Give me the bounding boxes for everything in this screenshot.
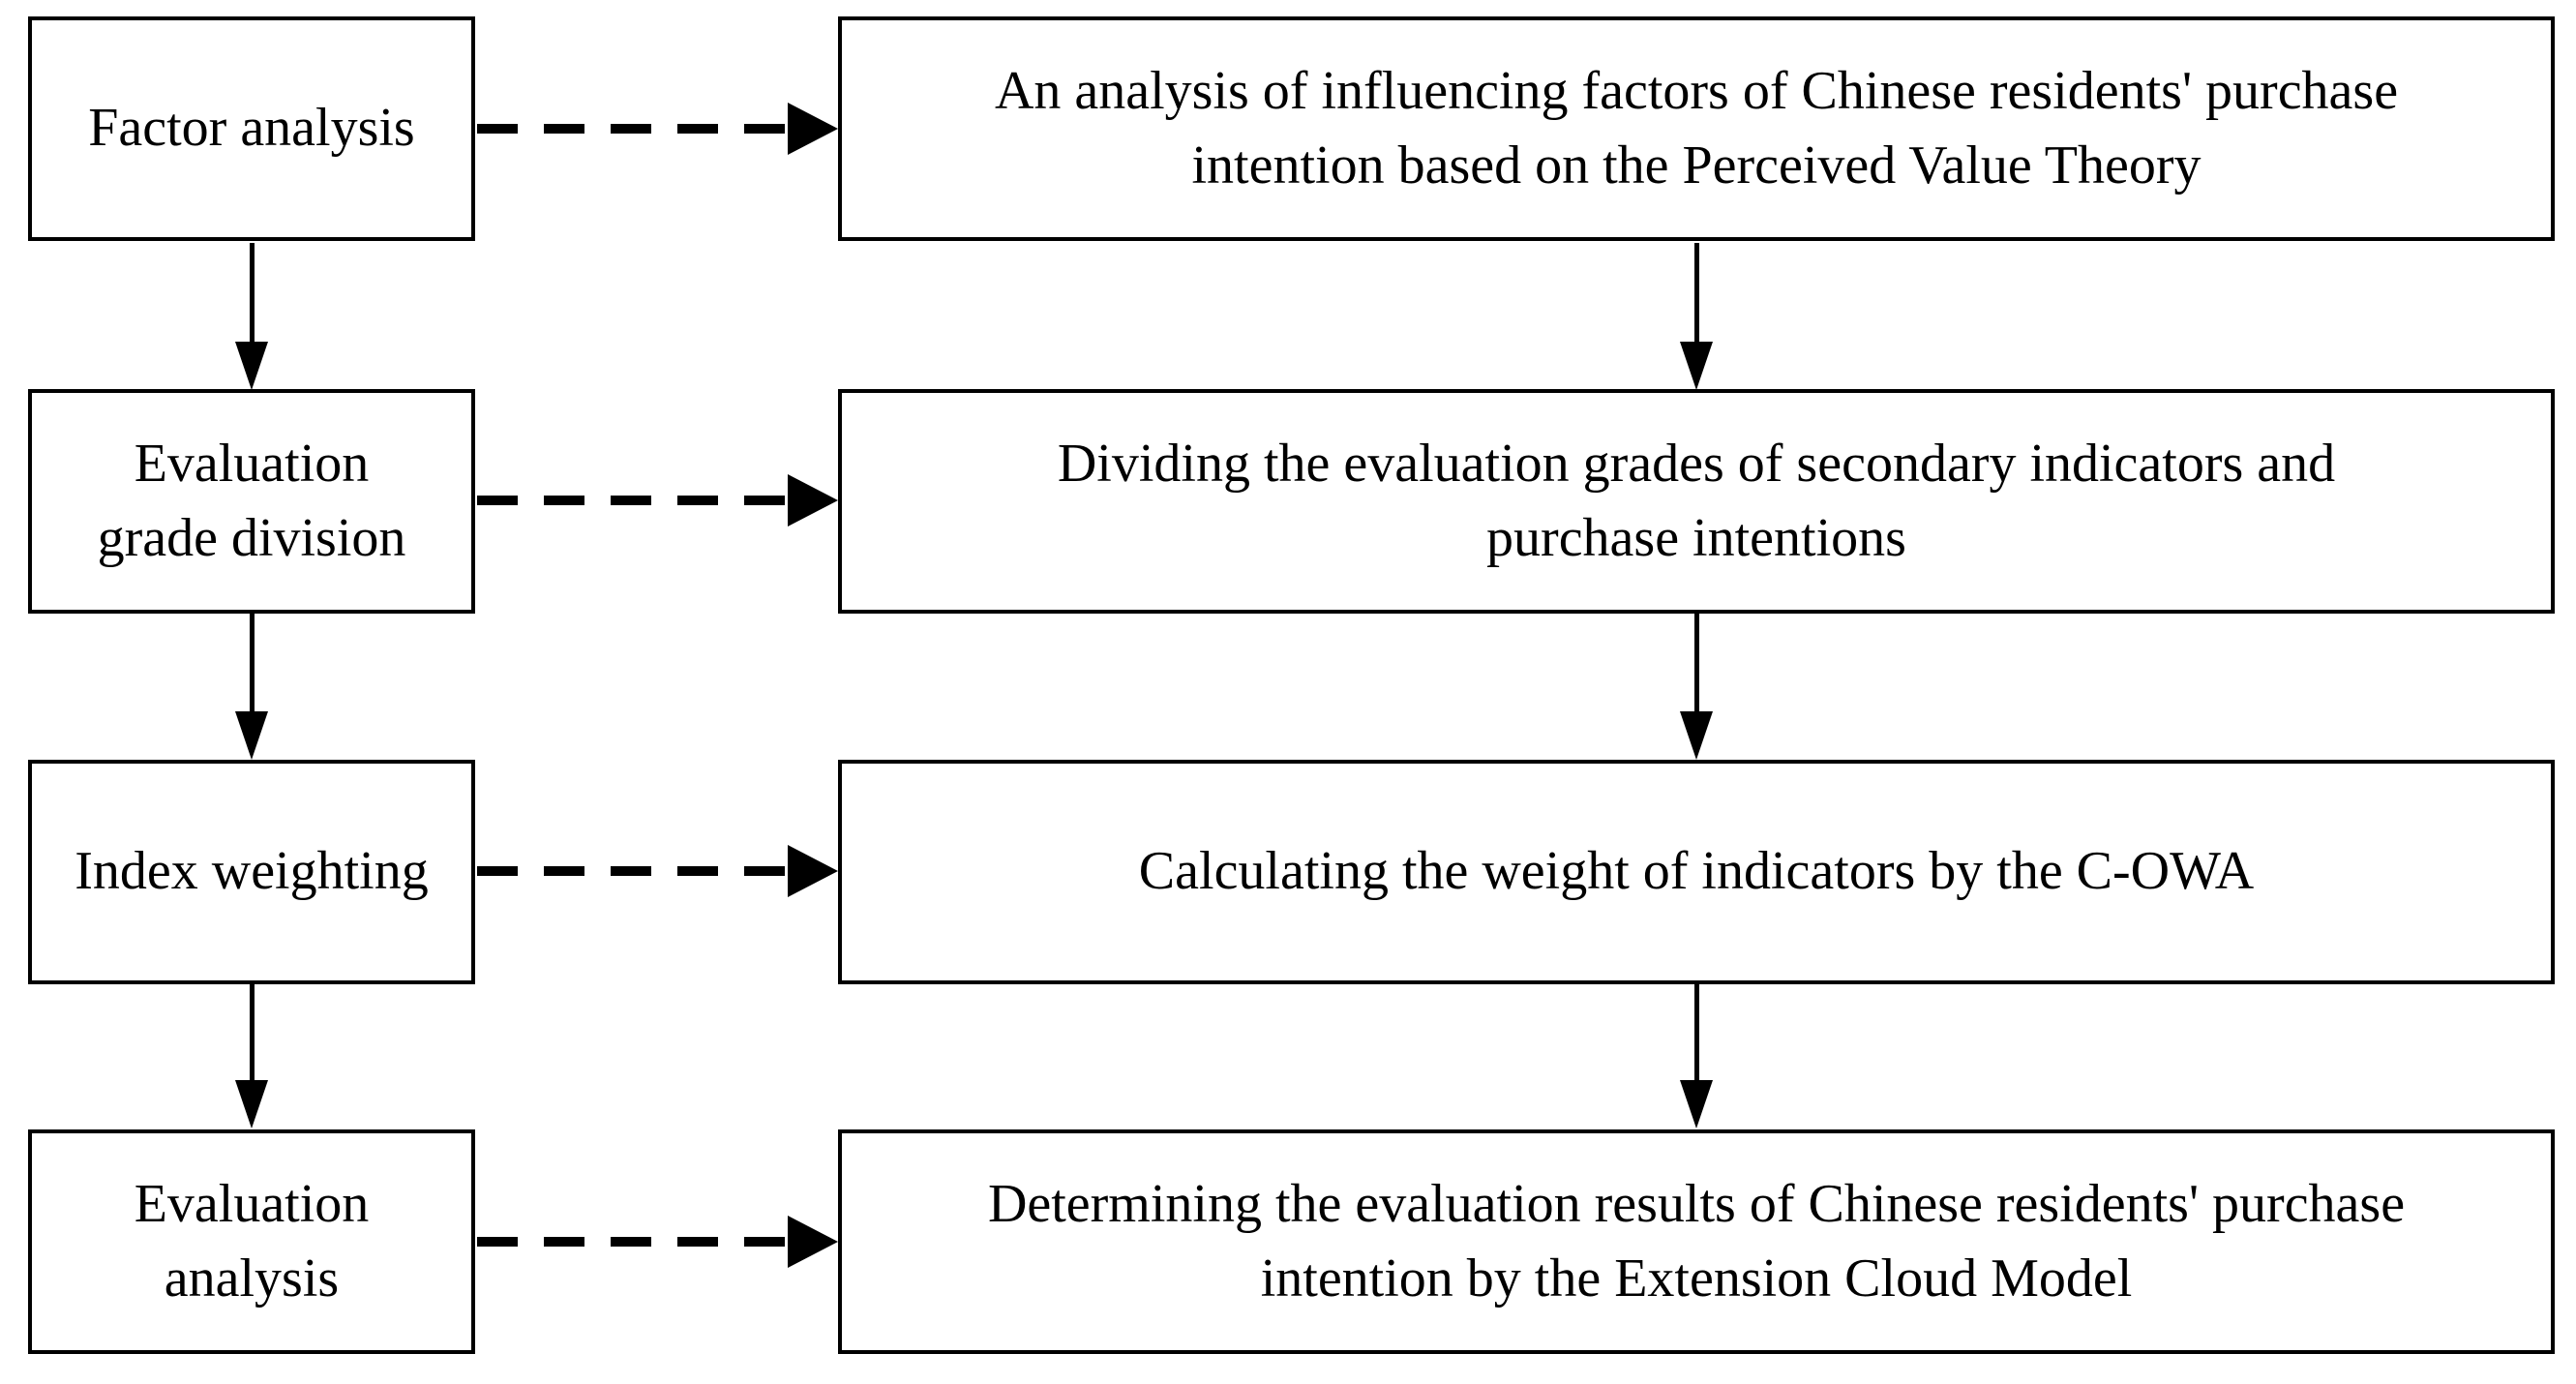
down-arrow-head-icon bbox=[235, 342, 268, 390]
stage-label: Factor analysis bbox=[88, 98, 415, 159]
detail-box-factor-analysis: An analysis of influencing factors of Ch… bbox=[838, 16, 2555, 241]
dashed-arrow-head-icon bbox=[788, 474, 838, 527]
detail-box-evaluation-analysis: Determining the evaluation results of Ch… bbox=[838, 1129, 2555, 1354]
down-arrow-line bbox=[1694, 612, 1699, 711]
dashed-arrow-head-icon bbox=[788, 1216, 838, 1268]
detail-label: Dividing the evaluation grades of second… bbox=[1057, 433, 2336, 568]
detail-box-index-weighting: Calculating the weight of indicators by … bbox=[838, 760, 2555, 984]
down-arrow-head-icon bbox=[235, 711, 268, 760]
stage-box-index-weighting: Index weighting bbox=[28, 760, 475, 984]
stage-box-factor-analysis: Factor analysis bbox=[28, 16, 475, 241]
detail-box-evaluation-grade-division: Dividing the evaluation grades of second… bbox=[838, 389, 2555, 614]
dashed-arrow-head-icon bbox=[788, 103, 838, 155]
dashed-arrow-head-icon bbox=[788, 845, 838, 897]
stage-label: Evaluation grade division bbox=[97, 433, 406, 568]
down-arrow-head-icon bbox=[235, 1080, 268, 1128]
stage-box-evaluation-analysis: Evaluation analysis bbox=[28, 1129, 475, 1354]
detail-label: An analysis of influencing factors of Ch… bbox=[994, 60, 2399, 196]
down-arrow-line bbox=[250, 612, 255, 711]
stage-label: Index weighting bbox=[75, 841, 429, 902]
down-arrow-head-icon bbox=[1680, 1080, 1713, 1128]
detail-label: Calculating the weight of indicators by … bbox=[1138, 841, 2255, 902]
dashed-connector-line bbox=[477, 124, 789, 134]
down-arrow-head-icon bbox=[1680, 711, 1713, 760]
detail-label: Determining the evaluation results of Ch… bbox=[987, 1173, 2406, 1309]
down-arrow-line bbox=[1694, 243, 1699, 342]
stage-label: Evaluation analysis bbox=[134, 1173, 370, 1309]
dashed-connector-line bbox=[477, 496, 789, 505]
stage-box-evaluation-grade-division: Evaluation grade division bbox=[28, 389, 475, 614]
down-arrow-line bbox=[250, 982, 255, 1080]
down-arrow-line bbox=[250, 243, 255, 342]
down-arrow-head-icon bbox=[1680, 342, 1713, 390]
dashed-connector-line bbox=[477, 1237, 789, 1247]
down-arrow-line bbox=[1694, 982, 1699, 1080]
dashed-connector-line bbox=[477, 866, 789, 876]
